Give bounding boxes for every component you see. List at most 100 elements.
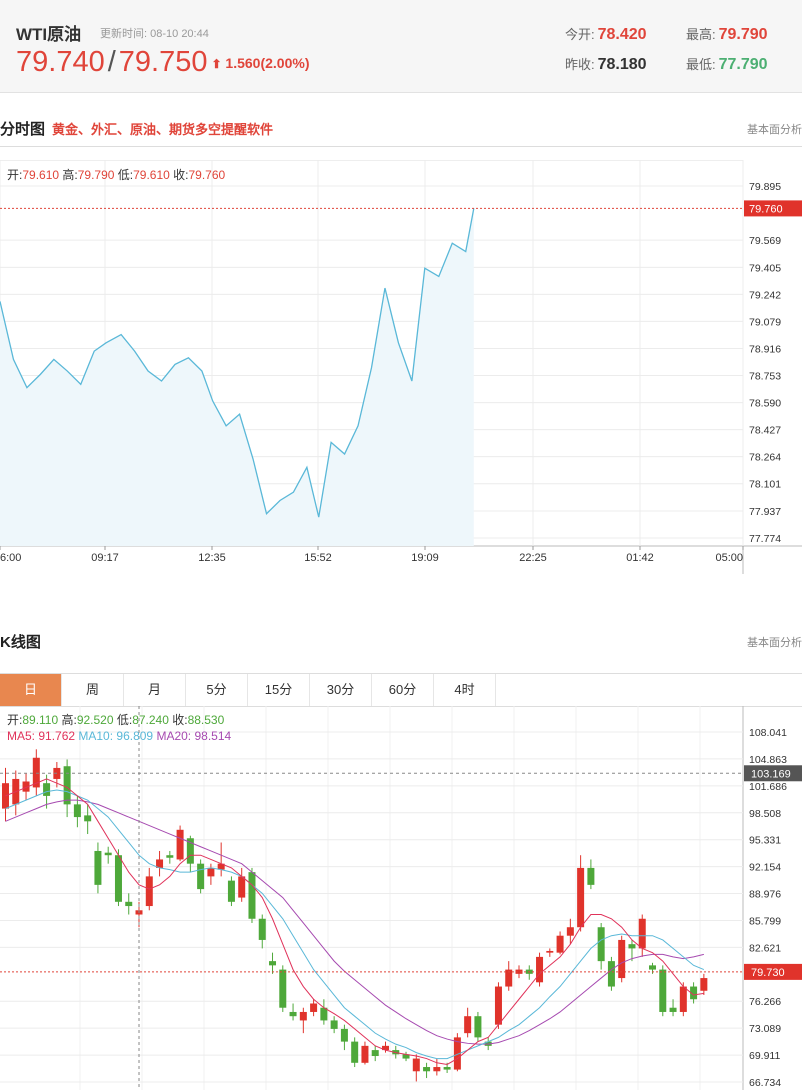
tab-3[interactable]: 5分 <box>186 674 248 706</box>
candle <box>279 965 287 1012</box>
candle <box>618 935 626 983</box>
candle-body <box>186 838 194 864</box>
tab-5[interactable]: 30分 <box>310 674 372 706</box>
x-tick-label: 01:42 <box>626 552 654 564</box>
y-tick-label: 77.774 <box>749 533 781 545</box>
candle-body <box>73 804 81 818</box>
ohlc-label: 收: <box>170 168 189 182</box>
candle-body <box>340 1028 348 1042</box>
current-price-tag <box>744 963 802 980</box>
candle-body <box>577 867 585 928</box>
candle <box>351 1037 359 1068</box>
candle <box>577 855 585 932</box>
candle <box>700 973 708 996</box>
instrument-name: WTI原油 <box>16 25 82 44</box>
ohlc-value: 79.760 <box>188 168 225 182</box>
candle-body <box>464 1016 472 1034</box>
open-label: 今开: <box>565 27 595 42</box>
candle-body <box>597 927 605 962</box>
high-stat: 最高: 79.790 <box>686 24 768 44</box>
tab-4[interactable]: 15分 <box>248 674 310 706</box>
candle-body <box>166 855 174 858</box>
ma10-line <box>5 789 705 1060</box>
y-tick-label: 78.753 <box>749 371 781 383</box>
update-label: 更新时间: <box>100 28 148 40</box>
candle <box>289 1003 297 1021</box>
candle-body <box>197 863 205 890</box>
ohlc-value: 79.610 <box>133 168 170 182</box>
candle <box>505 961 513 991</box>
quote-header: WTI原油 更新时间: 08-10 20:44 79.740/79.750 ⬆ 1… <box>0 0 802 93</box>
update-time: 更新时间: 08-10 20:44 <box>100 25 209 41</box>
kline-chart[interactable]: 103.169 79.730 108.041 104.863 101.686 98.50… <box>0 706 802 1090</box>
update-value: 08-10 20:44 <box>150 28 209 40</box>
y-tick-label: 82.621 <box>749 942 781 954</box>
tab-2[interactable]: 月 <box>124 674 186 706</box>
candle-body <box>474 1016 482 1038</box>
candle-body <box>505 969 513 987</box>
x-tick-label: 15:52 <box>304 552 332 564</box>
current-price-tag-text: 79.730 <box>751 967 785 979</box>
y-tick-label: 79.242 <box>749 289 781 301</box>
ma20-line <box>5 799 704 1045</box>
ohlc-label: 低: <box>114 168 133 182</box>
candle-body <box>248 872 256 919</box>
intraday-ohlc-readout: 开:79.610 高:79.790 低:79.610 收:79.760 <box>7 167 225 182</box>
candle-body <box>536 956 544 983</box>
tab-0[interactable]: 日 <box>0 674 62 706</box>
candle-body <box>63 766 71 805</box>
candle <box>217 842 225 877</box>
candle-body <box>618 939 626 979</box>
tab-1[interactable]: 周 <box>62 674 124 706</box>
price-separator: / <box>107 46 116 78</box>
ma-value: 91.762 <box>38 729 75 743</box>
candle <box>546 948 554 957</box>
candle <box>238 867 246 902</box>
kline-section-header: K线图 基本面分析 <box>0 621 802 661</box>
candle <box>494 982 502 1029</box>
y-tick-label: 78.264 <box>749 452 781 464</box>
y-tick-label: 78.590 <box>749 398 781 410</box>
tab-6[interactable]: 60分 <box>372 674 434 706</box>
candle-body <box>22 781 30 792</box>
y-tick-label: 95.331 <box>749 835 781 847</box>
candle <box>227 876 235 907</box>
price-display: 79.740/79.750 ⬆ 1.560(2.00%) <box>16 46 309 79</box>
y-tick-label: 69.911 <box>749 1050 780 1062</box>
kline-fundamental-link[interactable]: 基本面分析 <box>747 637 802 649</box>
ohlc-label: 低: <box>114 713 133 727</box>
ma-label: MA10: <box>75 729 116 743</box>
tab-7[interactable]: 4时 <box>434 674 496 706</box>
candle-body <box>607 961 615 987</box>
y-tick-label: 101.686 <box>749 781 787 793</box>
ohlc-label: 收: <box>169 713 188 727</box>
open-value: 78.420 <box>597 26 647 43</box>
candle-body <box>649 965 657 970</box>
candle <box>679 982 687 1017</box>
candle <box>474 1011 482 1042</box>
candle <box>669 999 677 1017</box>
candle <box>186 835 194 873</box>
candle-body <box>423 1067 431 1072</box>
current-price-tag-text: 79.760 <box>749 203 783 215</box>
candle <box>207 863 215 885</box>
prev-close-label: 昨收: <box>565 57 595 72</box>
candle <box>381 1041 389 1053</box>
y-tick-label: 98.508 <box>749 808 781 820</box>
candle <box>269 952 277 974</box>
x-tick-label: 09:17 <box>91 552 119 564</box>
y-tick-label: 79.569 <box>749 235 781 247</box>
candle-body <box>628 944 636 949</box>
candle <box>628 939 636 962</box>
candle-body <box>515 969 523 974</box>
fundamental-analysis-link[interactable]: 基本面分析 <box>747 124 802 136</box>
intraday-chart[interactable]: 79.760 79.895 79.569 79.405 79.242 79.079 78.… <box>0 160 802 580</box>
candle <box>464 1007 472 1038</box>
ma-readout: MA5: 91.762 MA10: 96.809 MA20: 98.514 <box>7 729 231 743</box>
candle-body <box>351 1041 359 1063</box>
candle <box>63 759 71 818</box>
candle-body <box>125 901 133 907</box>
candle-body <box>145 876 153 907</box>
candle <box>556 931 564 955</box>
promo-link[interactable]: 黄金、外汇、原油、期货多空提醒软件 <box>52 122 274 137</box>
